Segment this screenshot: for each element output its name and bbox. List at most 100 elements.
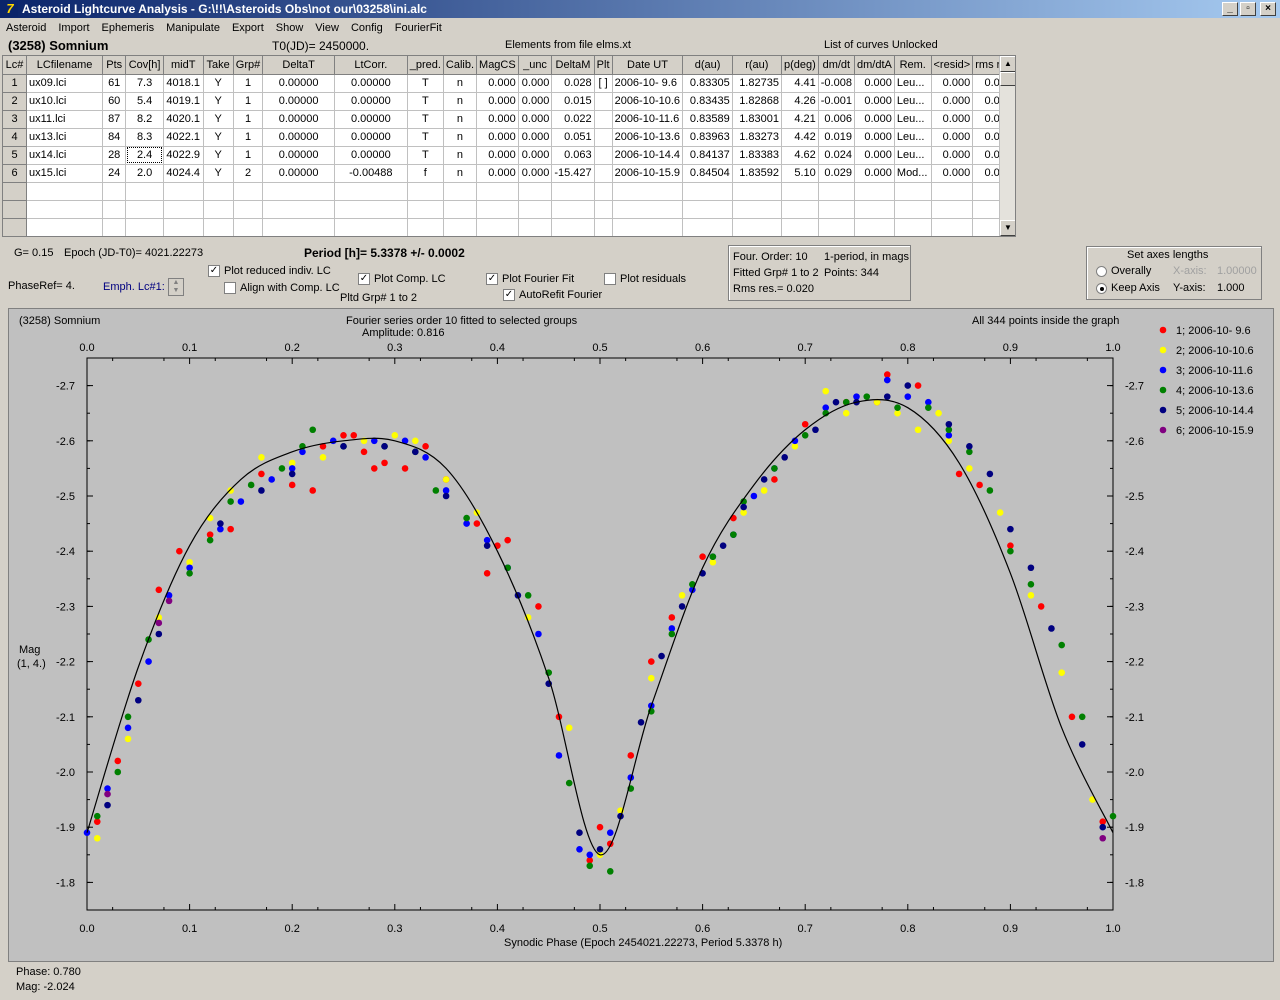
table-cell[interactable]: 2 bbox=[233, 164, 264, 183]
table-cell[interactable]: 7.3 bbox=[125, 74, 164, 93]
column-header[interactable]: Calib. bbox=[443, 56, 478, 75]
table-cell[interactable]: 0.00000 bbox=[262, 128, 335, 147]
table-cell[interactable]: 1.82868 bbox=[732, 92, 782, 111]
table-cell[interactable]: T bbox=[407, 92, 444, 111]
column-header[interactable]: Cov[h] bbox=[125, 56, 164, 75]
row-header[interactable]: 4 bbox=[3, 128, 28, 147]
emph-lc-spinner[interactable]: ▲ ▼ bbox=[168, 278, 184, 296]
table-cell[interactable]: 61 bbox=[102, 74, 127, 93]
close-button[interactable]: × bbox=[1260, 2, 1276, 16]
scroll-up-button[interactable]: ▲ bbox=[1000, 56, 1015, 72]
column-header[interactable]: Pts bbox=[102, 56, 127, 75]
column-header[interactable]: <resid> bbox=[931, 56, 974, 75]
table-cell[interactable]: 5.4 bbox=[125, 92, 164, 111]
menu-export[interactable]: Export bbox=[231, 22, 264, 34]
table-cell[interactable]: 0.000 bbox=[931, 92, 974, 111]
table-cell[interactable]: Y bbox=[203, 92, 234, 111]
menu-view[interactable]: View bbox=[315, 22, 339, 34]
column-header[interactable]: midT bbox=[163, 56, 204, 75]
table-cell[interactable]: 1 bbox=[233, 128, 264, 147]
table-cell[interactable]: 0.00000 bbox=[262, 110, 335, 129]
table-cell[interactable]: 0.029 bbox=[818, 164, 855, 183]
plot-residuals-checkbox[interactable]: Plot residuals bbox=[604, 273, 686, 286]
table-cell[interactable] bbox=[594, 92, 613, 111]
checkbox-box[interactable] bbox=[224, 282, 236, 295]
table-cell[interactable]: 0.000 bbox=[931, 164, 974, 183]
table-cell[interactable]: 0.000 bbox=[854, 128, 895, 147]
table-cell[interactable]: T bbox=[407, 146, 444, 165]
table-cell[interactable]: f bbox=[407, 164, 444, 183]
menu-import[interactable]: Import bbox=[58, 22, 90, 34]
checkbox-box[interactable]: ✓ bbox=[486, 273, 498, 286]
table-cell[interactable]: 0.000 bbox=[518, 110, 553, 129]
checkbox-box[interactable]: ✓ bbox=[358, 273, 370, 286]
table-cell[interactable]: T bbox=[407, 128, 444, 147]
table-cell[interactable]: 1 bbox=[233, 74, 264, 93]
table-cell[interactable]: 8.3 bbox=[125, 128, 164, 147]
table-cell[interactable]: 87 bbox=[102, 110, 127, 129]
table-cell[interactable]: 0.000 bbox=[854, 92, 895, 111]
table-cell[interactable]: 0.000 bbox=[518, 92, 553, 111]
table-cell[interactable]: 0.00000 bbox=[262, 74, 335, 93]
row-header[interactable]: 3 bbox=[3, 110, 28, 129]
column-header[interactable]: Plt bbox=[594, 56, 613, 75]
table-cell[interactable]: 0.006 bbox=[818, 110, 855, 129]
table-cell[interactable] bbox=[594, 110, 613, 129]
column-header[interactable]: MagCS bbox=[476, 56, 519, 75]
column-header[interactable]: Take bbox=[203, 56, 234, 75]
plot-fourier-checkbox[interactable]: ✓ Plot Fourier Fit bbox=[486, 273, 574, 286]
table-cell[interactable]: 2.0 bbox=[125, 164, 164, 183]
table-row[interactable]: 6 ux15.lci 24 2.0 4024.4 Y 2 0.00000 -0.00488 f n 0… bbox=[3, 164, 1015, 183]
checkbox-box[interactable]: ✓ bbox=[208, 265, 220, 278]
table-cell[interactable]: ux15.lci bbox=[26, 164, 104, 183]
table-cell[interactable]: 1.83592 bbox=[732, 164, 782, 183]
table-cell[interactable]: T bbox=[407, 74, 444, 93]
table-cell[interactable]: 0.00000 bbox=[334, 146, 408, 165]
row-header[interactable]: 2 bbox=[3, 92, 28, 111]
table-cell[interactable]: 0.00000 bbox=[334, 110, 408, 129]
table-cell[interactable]: n bbox=[443, 92, 478, 111]
table-cell[interactable]: Leu... bbox=[894, 146, 932, 165]
column-header[interactable]: Date UT bbox=[612, 56, 684, 75]
table-cell[interactable] bbox=[594, 146, 613, 165]
table-cell[interactable]: 0.000 bbox=[854, 74, 895, 93]
table-cell[interactable]: n bbox=[443, 164, 478, 183]
table-cell[interactable]: 0.000 bbox=[476, 92, 519, 111]
table-cell[interactable]: 8.2 bbox=[125, 110, 164, 129]
table-cell[interactable]: ux10.lci bbox=[26, 92, 104, 111]
table-cell[interactable]: 4.41 bbox=[781, 74, 819, 93]
table-cell[interactable]: 0.000 bbox=[476, 110, 519, 129]
table-cell[interactable]: n bbox=[443, 146, 478, 165]
table-cell[interactable]: 5.10 bbox=[781, 164, 819, 183]
table-cell[interactable]: Y bbox=[203, 74, 234, 93]
plot-reduced-checkbox[interactable]: ✓ Plot reduced indiv. LC bbox=[208, 265, 331, 278]
table-cell[interactable]: 0.000 bbox=[518, 146, 553, 165]
table-cell[interactable]: Leu... bbox=[894, 110, 932, 129]
radio-dot[interactable] bbox=[1096, 265, 1107, 277]
table-cell[interactable]: ux13.lci bbox=[26, 128, 104, 147]
menu-manipulate[interactable]: Manipulate bbox=[166, 22, 220, 34]
yaxis-value[interactable]: 1.000 bbox=[1217, 282, 1245, 294]
table-cell[interactable]: 0.84504 bbox=[682, 164, 733, 183]
column-header[interactable]: _pred. bbox=[407, 56, 444, 75]
table-cell[interactable]: 0.028 bbox=[551, 74, 595, 93]
table-cell[interactable]: 24 bbox=[102, 164, 127, 183]
column-header[interactable]: _unc bbox=[518, 56, 553, 75]
table-cell[interactable]: Y bbox=[203, 128, 234, 147]
table-cell[interactable]: -15.427 bbox=[551, 164, 595, 183]
table-cell[interactable]: Leu... bbox=[894, 128, 932, 147]
table-cell[interactable]: 0.000 bbox=[931, 146, 974, 165]
column-header[interactable]: Lc# bbox=[3, 56, 28, 75]
table-cell[interactable]: 0.000 bbox=[854, 110, 895, 129]
table-cell[interactable]: 1 bbox=[233, 92, 264, 111]
table-cell[interactable]: 4019.1 bbox=[163, 92, 204, 111]
table-cell[interactable]: 0.83305 bbox=[682, 74, 733, 93]
table-cell[interactable]: 4018.1 bbox=[163, 74, 204, 93]
table-cell[interactable]: 4.21 bbox=[781, 110, 819, 129]
maximize-button[interactable]: ▫ bbox=[1240, 2, 1256, 16]
minimize-button[interactable]: _ bbox=[1222, 2, 1238, 16]
row-header[interactable]: 1 bbox=[3, 74, 28, 93]
row-header[interactable]: 5 bbox=[3, 146, 28, 165]
